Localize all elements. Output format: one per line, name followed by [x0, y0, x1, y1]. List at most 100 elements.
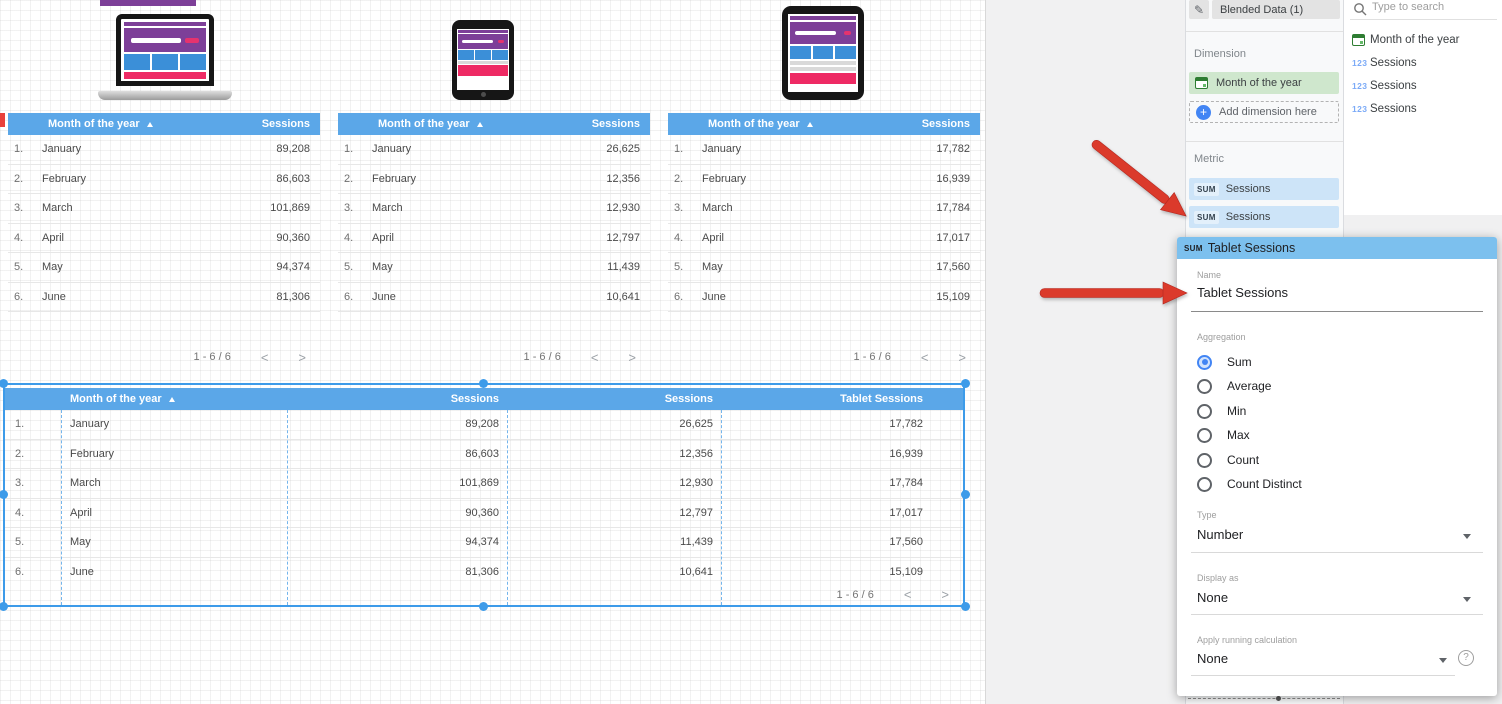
type-underline	[1191, 552, 1483, 553]
table-row: 5. May 94,374 11,439 17,560	[5, 528, 963, 558]
page-range-label: 1 - 6 / 6	[836, 588, 874, 601]
table-header: Month of the year Sessions	[338, 113, 650, 135]
column-header-month[interactable]: Month of the year	[708, 118, 800, 130]
selection-handle[interactable]	[0, 490, 8, 499]
radio-min[interactable]: Min	[1197, 401, 1246, 421]
column-header-month[interactable]: Month of the year	[61, 393, 287, 405]
metric-chip-sessions-1[interactable]: SUM Sessions	[1189, 178, 1339, 200]
column-header-sessions[interactable]: Sessions	[921, 118, 970, 130]
help-icon[interactable]: ?	[1458, 650, 1474, 666]
pagination: 1 - 6 / 6 < >	[5, 584, 963, 605]
running-calculation-label: Apply running calculation	[1197, 635, 1298, 645]
next-page-icon[interactable]: >	[298, 349, 306, 365]
sort-ascending-icon	[168, 397, 175, 402]
selection-handle[interactable]	[961, 490, 970, 499]
prev-page-icon[interactable]: <	[260, 349, 269, 365]
metric-chip-sessions-2[interactable]: SUM Sessions	[1189, 206, 1339, 228]
field-item-sessions[interactable]: 123 Sessions	[1352, 103, 1417, 115]
column-header-month[interactable]: Month of the year	[48, 118, 140, 130]
radio-average[interactable]: Average	[1197, 376, 1271, 396]
table-row: 2. February 12,356	[338, 165, 650, 194]
radio-max[interactable]: Max	[1197, 425, 1250, 445]
next-page-icon[interactable]: >	[628, 349, 636, 365]
table-row: 3. March 12,930	[338, 194, 650, 224]
selection-handle[interactable]	[479, 602, 488, 611]
table-row: 6. June 10,641	[338, 283, 650, 312]
search-icon	[1354, 3, 1367, 16]
table-row: 3. March 101,869	[8, 194, 320, 224]
table-row: 6. June 15,109	[668, 283, 980, 312]
column-header-sessions[interactable]: Sessions	[591, 118, 640, 130]
column-divider[interactable]	[61, 410, 62, 605]
desktop-sessions-table[interactable]: Month of the year Sessions 1. January 89,2…	[8, 113, 320, 312]
dropdown-arrow-icon[interactable]	[1439, 658, 1447, 663]
metric-editor-title: Tablet Sessions	[1207, 241, 1296, 255]
field-item-sessions[interactable]: 123 Sessions	[1352, 57, 1417, 69]
radio-count[interactable]: Count	[1197, 450, 1259, 470]
name-input[interactable]: Tablet Sessions	[1197, 285, 1289, 300]
dropdown-arrow-icon[interactable]	[1463, 534, 1471, 539]
sort-ascending-icon	[476, 121, 483, 127]
prev-page-icon[interactable]: <	[590, 349, 599, 365]
display-as-underline	[1191, 614, 1483, 615]
column-divider[interactable]	[507, 410, 508, 605]
radio-sum[interactable]: Sum	[1197, 352, 1252, 372]
next-page-icon[interactable]: >	[941, 587, 949, 602]
add-icon: +	[1196, 104, 1211, 120]
column-header-sessions[interactable]: Sessions	[261, 118, 310, 130]
numeric-field-icon: 123	[1352, 58, 1368, 68]
mobile-sessions-table[interactable]: Month of the year Sessions 1. January 26,6…	[338, 113, 650, 312]
prev-page-icon[interactable]: <	[920, 349, 929, 365]
prev-page-icon[interactable]: <	[903, 587, 912, 602]
report-canvas[interactable]: Month of the year Sessions 1. January 89,2…	[0, 0, 985, 704]
column-header-month[interactable]: Month of the year	[378, 118, 470, 130]
aggregation-badge: SUM	[1184, 243, 1203, 253]
field-search-input[interactable]	[1372, 1, 1492, 13]
mobile-phone-icon	[452, 20, 514, 100]
data-source-chip[interactable]: Blended Data (1)	[1212, 0, 1340, 19]
calendar-icon	[1195, 77, 1208, 89]
table-row: 4. April 90,360 12,797 17,017	[5, 499, 963, 528]
field-item-month[interactable]: Month of the year	[1344, 29, 1502, 51]
blended-data-table-selected[interactable]: Month of the year Sessions Sessions Tabl…	[3, 383, 965, 607]
name-label: Name	[1197, 270, 1222, 280]
metric-editor-header[interactable]: SUM Tablet Sessions	[1177, 237, 1497, 259]
table-row: 3. March 101,869 12,930 17,784	[5, 469, 963, 499]
radio-count-distinct[interactable]: Count Distinct	[1197, 474, 1302, 494]
pencil-icon: ✎	[1193, 2, 1205, 17]
edit-data-source-button[interactable]: ✎	[1189, 0, 1209, 19]
table-row: 6. June 81,306 10,641 15,109	[15, 566, 923, 579]
laptop-screen	[116, 14, 214, 86]
pagination: 1 - 6 / 6 < >	[338, 348, 650, 366]
add-metric-chip-fragment	[1188, 696, 1340, 704]
column-header-sessions[interactable]: Sessions	[664, 393, 713, 405]
running-calculation-select[interactable]: None	[1197, 651, 1229, 666]
radio-icon	[1197, 403, 1212, 419]
column-header-sessions[interactable]: Sessions	[450, 393, 499, 405]
next-page-icon[interactable]: >	[958, 349, 966, 365]
column-header-tablet-sessions[interactable]: Tablet Sessions	[840, 393, 923, 405]
dropdown-arrow-icon[interactable]	[1463, 597, 1471, 602]
display-as-select[interactable]: None	[1197, 590, 1229, 605]
type-select[interactable]: Number	[1197, 527, 1244, 542]
column-divider[interactable]	[721, 410, 722, 605]
field-item-sessions[interactable]: 123 Sessions	[1352, 80, 1417, 92]
tablet-sessions-table[interactable]: Month of the year Sessions 1. January 17,7…	[668, 113, 980, 312]
table-row: 1. January 89,208 26,625 17,782	[5, 410, 963, 440]
add-dimension-button[interactable]: + Add dimension here	[1189, 101, 1339, 123]
page-range-label: 1 - 6 / 6	[523, 351, 561, 363]
table-row: 4. April 17,017	[668, 224, 980, 253]
selection-handle[interactable]	[0, 602, 8, 611]
radio-icon	[1197, 354, 1212, 370]
type-label: Type	[1197, 510, 1217, 520]
tablet-icon	[782, 6, 864, 100]
column-divider[interactable]	[287, 410, 288, 605]
table-row: 1. January 26,625	[338, 135, 650, 165]
selection-handle[interactable]	[479, 379, 488, 388]
dimension-chip-month[interactable]: Month of the year	[1189, 72, 1339, 94]
cropped-banner-fragment	[100, 0, 196, 6]
selection-handle[interactable]	[961, 379, 970, 388]
selection-handle[interactable]	[0, 379, 8, 388]
selection-handle[interactable]	[961, 602, 970, 611]
